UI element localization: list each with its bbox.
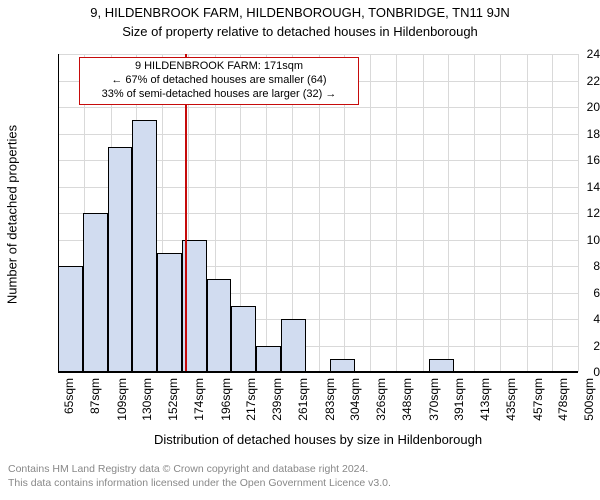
gridline-vertical [448, 54, 449, 372]
y-tick-label: 8 [550, 259, 600, 273]
y-tick-label: 10 [550, 233, 600, 247]
x-tick-label: 283sqm [323, 378, 337, 421]
gridline-vertical [370, 54, 371, 372]
y-tick-label: 2 [550, 339, 600, 353]
histogram-bar [281, 319, 306, 372]
x-tick-label: 304sqm [348, 378, 362, 421]
histogram-bar [83, 213, 108, 372]
histogram-bar [256, 346, 281, 373]
y-tick-label: 22 [550, 74, 600, 88]
y-tick-label: 12 [550, 206, 600, 220]
x-tick-label: 217sqm [244, 378, 258, 421]
histogram-bar [132, 120, 157, 372]
gridline-vertical [474, 54, 475, 372]
y-tick-label: 20 [550, 100, 600, 114]
histogram-chart: 9, HILDENBROOK FARM, HILDENBOROUGH, TONB… [0, 0, 600, 500]
x-tick-label: 196sqm [219, 378, 233, 421]
x-tick-label: 239sqm [270, 378, 284, 421]
x-axis-label: Distribution of detached houses by size … [58, 432, 578, 447]
x-tick-label: 109sqm [115, 378, 129, 421]
gridline-vertical [423, 54, 424, 372]
x-tick-label: 152sqm [166, 378, 180, 421]
x-tick-label: 326sqm [374, 378, 388, 421]
histogram-bar [207, 279, 232, 372]
attribution-text: Contains HM Land Registry data © Crown c… [0, 462, 600, 490]
y-tick-label: 18 [550, 127, 600, 141]
callout-line-property: 9 HILDENBROOK FARM: 171sqm [84, 60, 354, 74]
x-tick-label: 87sqm [88, 378, 102, 414]
property-callout-box: 9 HILDENBROOK FARM: 171sqm ← 67% of deta… [79, 57, 359, 105]
gridline-vertical [527, 54, 528, 372]
gridline-horizontal [58, 372, 578, 373]
histogram-bar [231, 306, 256, 372]
x-tick-label: 391sqm [452, 378, 466, 421]
x-tick-label: 261sqm [296, 378, 310, 421]
callout-line-smaller: ← 67% of detached houses are smaller (64… [84, 74, 354, 88]
gridline-vertical [396, 54, 397, 372]
chart-title-sub: Size of property relative to detached ho… [0, 24, 600, 39]
histogram-bar [429, 359, 454, 372]
chart-title-main: 9, HILDENBROOK FARM, HILDENBOROUGH, TONB… [0, 5, 600, 20]
x-tick-label: 457sqm [531, 378, 545, 421]
callout-line-larger: 33% of semi-detached houses are larger (… [84, 88, 354, 102]
histogram-bar [58, 266, 83, 372]
y-tick-label: 16 [550, 153, 600, 167]
gridline-vertical [500, 54, 501, 372]
y-tick-label: 0 [550, 365, 600, 379]
x-tick-label: 65sqm [62, 378, 76, 414]
attribution-line: Contains HM Land Registry data © Crown c… [8, 462, 600, 476]
y-tick-label: 24 [550, 47, 600, 61]
y-axis-label: Number of detached properties [5, 55, 20, 373]
x-tick-label: 500sqm [582, 378, 596, 421]
x-tick-label: 413sqm [478, 378, 492, 421]
x-tick-label: 370sqm [427, 378, 441, 421]
x-tick-label: 130sqm [140, 378, 154, 421]
x-tick-label: 435sqm [504, 378, 518, 421]
y-tick-label: 14 [550, 180, 600, 194]
x-tick-label: 478sqm [556, 378, 570, 421]
y-tick-label: 4 [550, 312, 600, 326]
histogram-bar [330, 359, 355, 372]
y-tick-label: 6 [550, 286, 600, 300]
histogram-bar [157, 253, 182, 372]
x-tick-label: 174sqm [192, 378, 206, 421]
histogram-bar [108, 147, 133, 372]
attribution-line: This data contains information licensed … [8, 476, 600, 490]
x-tick-label: 348sqm [400, 378, 414, 421]
